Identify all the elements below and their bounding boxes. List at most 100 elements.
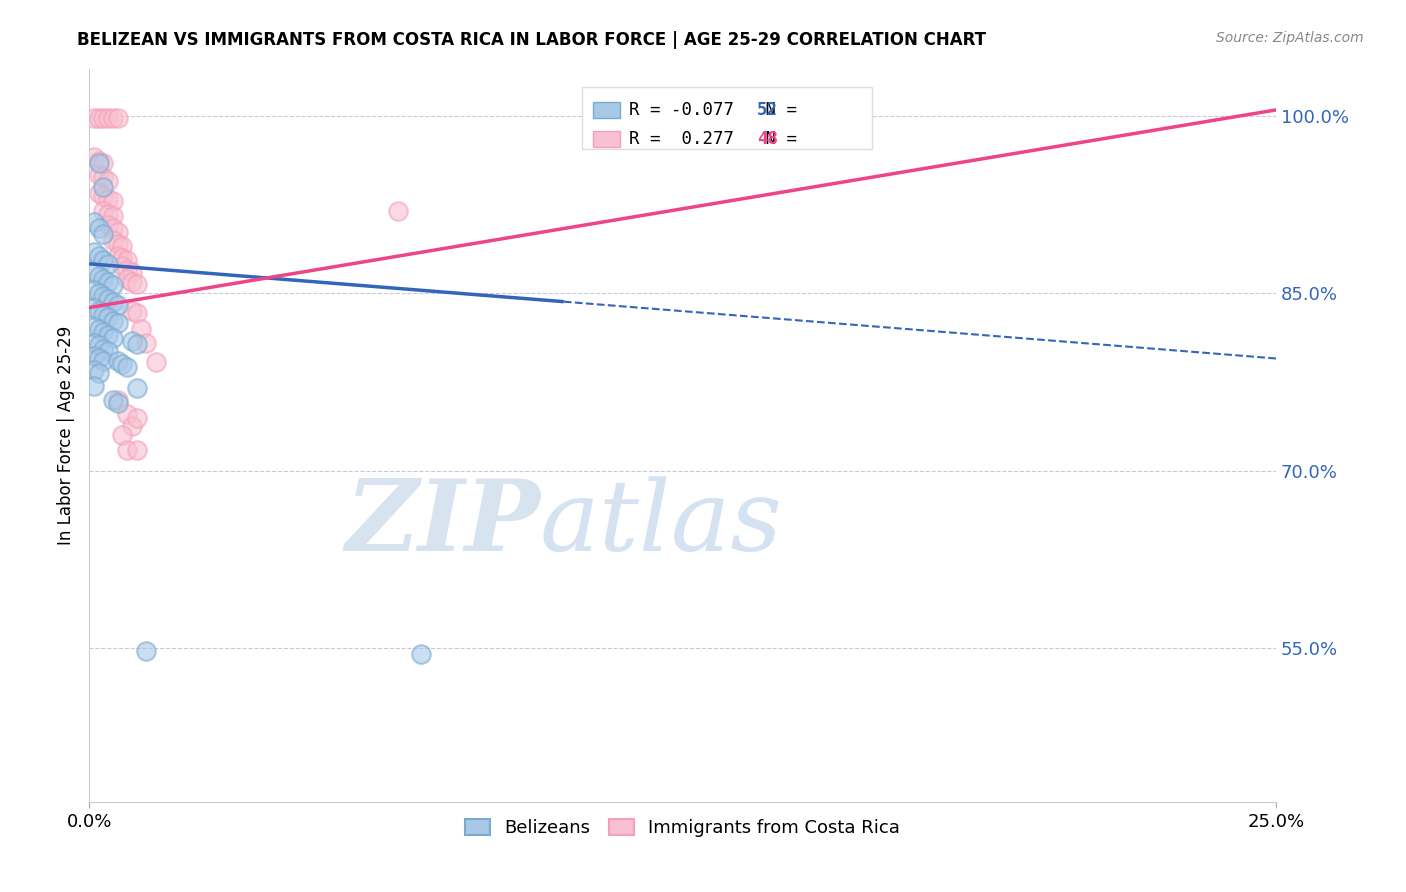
Point xyxy=(97,293,120,307)
Point xyxy=(87,304,110,318)
Text: 52: 52 xyxy=(758,101,779,119)
Point xyxy=(107,396,129,410)
Point xyxy=(101,331,124,345)
Bar xyxy=(593,102,620,118)
Point xyxy=(91,308,114,322)
Point xyxy=(121,334,143,348)
Point xyxy=(83,215,105,229)
Point xyxy=(91,289,114,303)
Point xyxy=(83,349,105,363)
Point xyxy=(101,233,124,247)
Point xyxy=(115,407,138,421)
Point xyxy=(387,203,409,218)
FancyBboxPatch shape xyxy=(582,87,872,149)
Point xyxy=(91,170,114,185)
Point xyxy=(97,192,120,206)
Point xyxy=(125,337,148,351)
Point xyxy=(97,218,120,232)
Point xyxy=(121,275,143,289)
Point xyxy=(83,378,105,392)
Y-axis label: In Labor Force | Age 25-29: In Labor Force | Age 25-29 xyxy=(58,326,75,545)
Point xyxy=(83,363,105,377)
Point xyxy=(83,112,105,126)
Point xyxy=(83,244,105,259)
Point xyxy=(111,259,134,273)
Point xyxy=(91,179,114,194)
Point xyxy=(115,253,138,268)
Point xyxy=(107,298,129,312)
Point xyxy=(111,251,134,265)
Point xyxy=(83,265,105,279)
Point xyxy=(107,316,129,330)
Point xyxy=(97,344,120,359)
Point xyxy=(411,648,433,662)
Point xyxy=(87,168,110,182)
Point xyxy=(101,194,124,208)
Point xyxy=(107,112,129,126)
Point xyxy=(115,359,138,374)
Text: Source: ZipAtlas.com: Source: ZipAtlas.com xyxy=(1216,31,1364,45)
Point xyxy=(115,262,138,277)
Point xyxy=(87,248,110,262)
Point xyxy=(83,319,105,334)
Point xyxy=(87,338,110,352)
Point xyxy=(115,272,138,286)
Point xyxy=(107,248,129,262)
Point xyxy=(125,381,148,395)
Point xyxy=(87,221,110,235)
Point xyxy=(135,336,157,351)
Point xyxy=(97,174,120,188)
Point xyxy=(87,186,110,200)
Point xyxy=(87,366,110,380)
Point xyxy=(129,322,152,336)
Point xyxy=(87,156,110,170)
Point xyxy=(121,265,143,279)
Point xyxy=(101,221,124,235)
Point xyxy=(83,336,105,351)
Point xyxy=(91,203,114,218)
Point xyxy=(115,442,138,457)
Point xyxy=(83,150,105,164)
Point xyxy=(111,428,134,442)
Point xyxy=(125,277,148,291)
Point xyxy=(107,225,129,239)
Point xyxy=(107,236,129,251)
Point xyxy=(87,112,110,126)
Point xyxy=(97,310,120,324)
Point xyxy=(145,355,167,369)
Point xyxy=(91,272,114,286)
Point xyxy=(101,112,124,126)
Point xyxy=(101,278,124,293)
Point xyxy=(87,351,110,366)
Point xyxy=(101,313,124,327)
Point xyxy=(97,207,120,221)
Point xyxy=(87,286,110,301)
Point xyxy=(91,112,114,126)
Text: atlas: atlas xyxy=(540,475,783,571)
Point xyxy=(111,358,134,372)
Point xyxy=(101,294,124,309)
Text: ZIP: ZIP xyxy=(344,475,540,572)
Legend: Belizeans, Immigrants from Costa Rica: Belizeans, Immigrants from Costa Rica xyxy=(457,812,907,845)
Point xyxy=(107,392,129,407)
Text: R =  0.277   N =: R = 0.277 N = xyxy=(628,130,807,148)
Point xyxy=(87,268,110,283)
Point xyxy=(101,392,124,407)
Text: BELIZEAN VS IMMIGRANTS FROM COSTA RICA IN LABOR FORCE | AGE 25-29 CORRELATION CH: BELIZEAN VS IMMIGRANTS FROM COSTA RICA I… xyxy=(77,31,987,49)
Point xyxy=(91,189,114,203)
Point xyxy=(121,418,143,433)
Point xyxy=(97,275,120,289)
Point xyxy=(111,239,134,253)
Point xyxy=(97,327,120,342)
Point xyxy=(97,257,120,271)
Point xyxy=(121,304,143,318)
Point xyxy=(87,322,110,336)
Point xyxy=(87,153,110,168)
Point xyxy=(101,210,124,224)
Point xyxy=(83,283,105,297)
Point xyxy=(83,301,105,315)
Point xyxy=(91,354,114,368)
Bar xyxy=(593,131,620,147)
Point xyxy=(125,306,148,320)
Point xyxy=(91,156,114,170)
